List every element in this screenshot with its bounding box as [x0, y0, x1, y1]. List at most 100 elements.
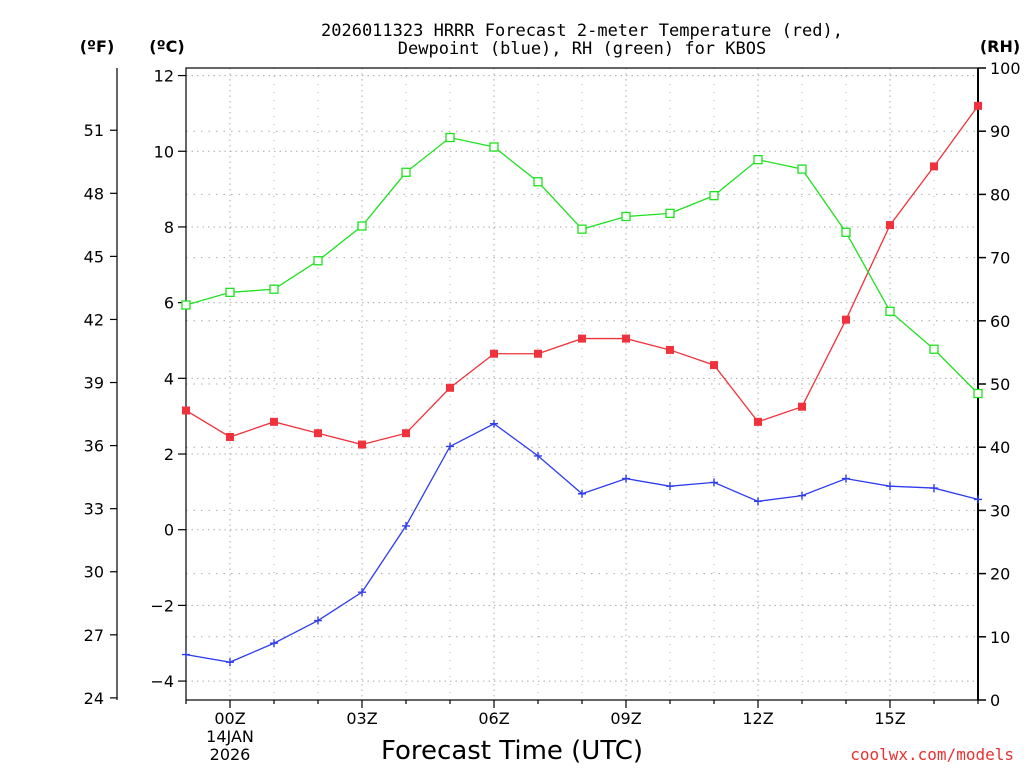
fahrenheit-tick-label: 30	[84, 563, 104, 582]
celsius-tick-label: 6	[164, 294, 174, 313]
temperature-point	[358, 440, 366, 449]
temperature-point	[622, 334, 630, 343]
rh-point	[973, 388, 983, 399]
temperature-point	[886, 221, 894, 230]
rh-point	[225, 287, 235, 298]
rh-point	[489, 142, 499, 152]
temperature-point	[842, 315, 850, 324]
rh-point	[181, 300, 191, 310]
date-label-year: 2026	[210, 745, 251, 764]
rh-tick-label: 40	[990, 438, 1010, 457]
dewpoint-point	[358, 588, 366, 597]
rh-unit-label: (RH)	[980, 37, 1020, 56]
x-tick-label: 03Z	[346, 709, 377, 728]
dewpoint-point	[578, 489, 586, 498]
dewpoint-point	[534, 451, 542, 460]
rh-tick-label: 60	[990, 312, 1010, 331]
dewpoint-point	[314, 616, 322, 625]
rh-point	[709, 191, 719, 201]
rh-point	[269, 284, 279, 294]
celsius-tick-label: 0	[164, 521, 174, 540]
temperature-point	[446, 383, 454, 392]
fahrenheit-tick-label: 39	[84, 374, 104, 393]
dewpoint-point	[798, 491, 806, 500]
dewpoint-series	[182, 419, 982, 667]
rh-tick-label: 10	[990, 628, 1010, 647]
temperature-point	[798, 402, 806, 411]
temperature-point	[754, 417, 762, 426]
temperature-point	[270, 417, 278, 426]
dewpoint-point	[226, 658, 234, 667]
rh-point	[577, 224, 587, 234]
fahrenheit-tick-label: 42	[84, 310, 104, 329]
temperature-series	[182, 101, 982, 449]
temperature-point	[974, 101, 982, 110]
temperature-point	[314, 429, 322, 438]
dewpoint-point	[930, 484, 938, 493]
dewpoint-point	[974, 495, 982, 504]
celsius-tick-label: 4	[164, 369, 174, 388]
dewpoint-point	[754, 497, 762, 506]
x-tick-label: 00Z	[214, 709, 245, 728]
rh-point	[885, 306, 895, 316]
fahrenheit-tick-label: 36	[84, 437, 104, 456]
x-axis-title: Forecast Time (UTC)	[381, 736, 643, 766]
rh-tick-label: 100	[990, 59, 1021, 78]
celsius-tick-label: 8	[164, 218, 174, 237]
rh-point	[313, 256, 323, 266]
dewpoint-point	[182, 650, 190, 659]
dewpoint-point	[490, 419, 498, 428]
x-tick-label: 06Z	[478, 709, 509, 728]
rh-point	[357, 221, 367, 231]
x-tick-label: 12Z	[742, 709, 773, 728]
dewpoint-point	[666, 482, 674, 491]
rh-point	[929, 344, 939, 354]
temperature-point	[226, 432, 234, 441]
dewpoint-point	[622, 474, 630, 483]
dewpoint-point	[842, 474, 850, 483]
temperature-point	[930, 162, 938, 171]
dewpoint-point	[402, 521, 410, 530]
chart-title-line-1: 2026011323 HRRR Forecast 2-meter Tempera…	[321, 21, 843, 41]
chart-title-line-2: Dewpoint (blue), RH (green) for KBOS	[398, 39, 766, 59]
celsius-tick-label: 10	[154, 142, 174, 161]
tick-layer: −4−2024681012242730333639424548510102030…	[84, 59, 1021, 728]
temperature-point	[402, 429, 410, 438]
rh-tick-label: 50	[990, 375, 1010, 394]
rh-tick-label: 80	[990, 185, 1010, 204]
rh-tick-label: 70	[990, 249, 1010, 268]
grid-layer	[186, 68, 978, 700]
celsius-tick-label: −4	[150, 672, 174, 691]
celsius-tick-label: 2	[164, 445, 174, 464]
dewpoint-point	[270, 639, 278, 648]
rh-point	[445, 132, 455, 143]
x-tick-label: 15Z	[874, 709, 905, 728]
rh-point	[621, 211, 631, 222]
temperature-point	[534, 349, 542, 358]
rh-tick-label: 0	[990, 691, 1000, 710]
series-layer	[181, 101, 983, 667]
celsius-unit-label: (ºC)	[149, 37, 184, 56]
fahrenheit-tick-label: 45	[84, 247, 104, 266]
celsius-tick-label: −2	[150, 596, 174, 615]
rh-point	[841, 227, 851, 237]
fahrenheit-tick-label: 24	[84, 689, 104, 708]
rh-point	[665, 208, 675, 219]
celsius-tick-label: 12	[154, 67, 174, 86]
temperature-point	[710, 361, 718, 370]
fahrenheit-tick-label: 51	[84, 121, 104, 140]
rh-series	[181, 132, 983, 399]
rh-tick-label: 30	[990, 501, 1010, 520]
temperature-point	[666, 345, 674, 354]
x-tick-label: 09Z	[610, 709, 641, 728]
rh-point	[753, 154, 763, 165]
fahrenheit-tick-label: 48	[84, 184, 104, 203]
rh-tick-label: 90	[990, 122, 1010, 141]
rh-point	[401, 167, 411, 177]
dewpoint-point	[710, 478, 718, 487]
fahrenheit-tick-label: 27	[84, 626, 104, 645]
dewpoint-point	[886, 482, 894, 491]
rh-line	[185, 136, 979, 394]
temperature-point	[490, 349, 498, 358]
